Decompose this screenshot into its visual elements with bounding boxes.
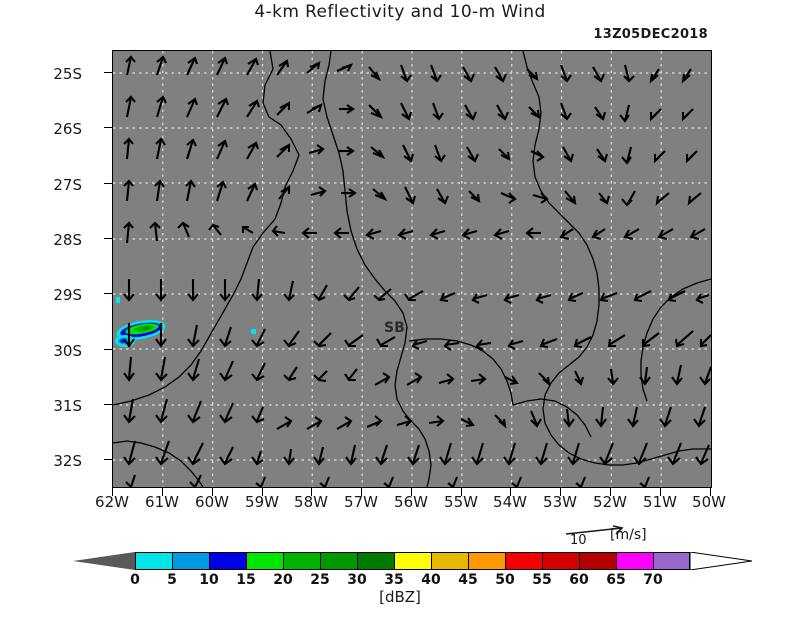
colorbar-tick-label: 0 — [130, 572, 140, 588]
y-tick-label: 25S — [53, 65, 82, 83]
colorbar-tick-label: 25 — [310, 572, 330, 588]
colorbar-tick-label: 30 — [347, 572, 367, 588]
speck-echo-north — [116, 297, 120, 303]
colorbar-tick-label: 60 — [569, 572, 589, 588]
colorbar-swatch — [616, 552, 653, 570]
x-tick-label: 60W — [195, 493, 229, 511]
colorbar-tick-label: 40 — [421, 572, 441, 588]
colorbar-swatch — [505, 552, 542, 570]
y-tick-label: 29S — [53, 286, 82, 304]
colorbar-tick-label: 65 — [606, 572, 626, 588]
colorbar-swatch — [653, 552, 690, 570]
x-tick-label: 53W — [543, 493, 577, 511]
colorbar-tick-label: 5 — [167, 572, 177, 588]
map-label-sb: SB — [384, 320, 405, 336]
wind-key-magnitude: 10 — [570, 533, 587, 548]
colorbar-under-cap — [73, 552, 135, 570]
colorbar[interactable]: 0 5 10 15 20 25 30 35 40 45 50 55 60 65 … — [0, 548, 800, 588]
colorbar-swatches[interactable] — [135, 552, 690, 570]
colorbar-tick-label: 45 — [458, 572, 478, 588]
x-tick-label: 51W — [643, 493, 677, 511]
colorbar-tick-label: 70 — [643, 572, 663, 588]
colorbar-swatch — [246, 552, 283, 570]
colorbar-swatch — [579, 552, 616, 570]
arrow-right-icon — [565, 525, 624, 535]
y-tick-label: 26S — [53, 120, 82, 138]
colorbar-over-cap — [690, 552, 752, 570]
colorbar-tick-label: 20 — [273, 572, 293, 588]
wind-vector-field — [123, 55, 711, 487]
colorbar-swatch — [209, 552, 246, 570]
colorbar-units-label: [dBZ] — [379, 588, 421, 606]
colorbar-tick-label: 35 — [384, 572, 404, 588]
wind-reference-vector: 10 [m/s] — [560, 524, 720, 550]
colorbar-swatch — [172, 552, 209, 570]
x-tick-label: 55W — [444, 493, 478, 511]
x-tick-label: 59W — [245, 493, 279, 511]
x-tick-label: 54W — [493, 493, 527, 511]
colorbar-tick-label: 55 — [532, 572, 552, 588]
x-tick-label: 62W — [95, 493, 129, 511]
x-tick-label: 58W — [294, 493, 328, 511]
colorbar-swatch — [357, 552, 394, 570]
x-tick-label: 56W — [394, 493, 428, 511]
speck-echo-east — [251, 329, 256, 334]
colorbar-swatch — [135, 552, 172, 570]
colorbar-swatch — [394, 552, 431, 570]
colorbar-swatch — [320, 552, 357, 570]
x-tick-label: 50W — [692, 493, 726, 511]
x-tick-label: 52W — [593, 493, 627, 511]
y-tick-label: 32S — [53, 452, 82, 470]
x-tick-label: 57W — [344, 493, 378, 511]
colorbar-swatch — [283, 552, 320, 570]
reflectivity-echo-group — [115, 297, 256, 347]
page-title: 4-km Reflectivity and 10-m Wind — [254, 2, 546, 22]
map-plot-area[interactable]: SB — [112, 50, 712, 488]
colorbar-swatch — [468, 552, 505, 570]
colorbar-swatch — [542, 552, 579, 570]
colorbar-tick-label: 50 — [495, 572, 515, 588]
y-tick-label: 28S — [53, 231, 82, 249]
x-tick-label: 61W — [145, 493, 179, 511]
y-tick-label: 27S — [53, 176, 82, 194]
colorbar-tick-label: 10 — [199, 572, 219, 588]
wind-key-units: [m/s] — [610, 527, 647, 543]
timestamp-label: 13Z05DEC2018 — [593, 27, 708, 42]
map-gridlines — [113, 51, 711, 487]
colorbar-tick-label: 15 — [236, 572, 256, 588]
y-tick-label: 30S — [53, 342, 82, 360]
y-tick-label: 31S — [53, 397, 82, 415]
colorbar-swatch — [431, 552, 468, 570]
